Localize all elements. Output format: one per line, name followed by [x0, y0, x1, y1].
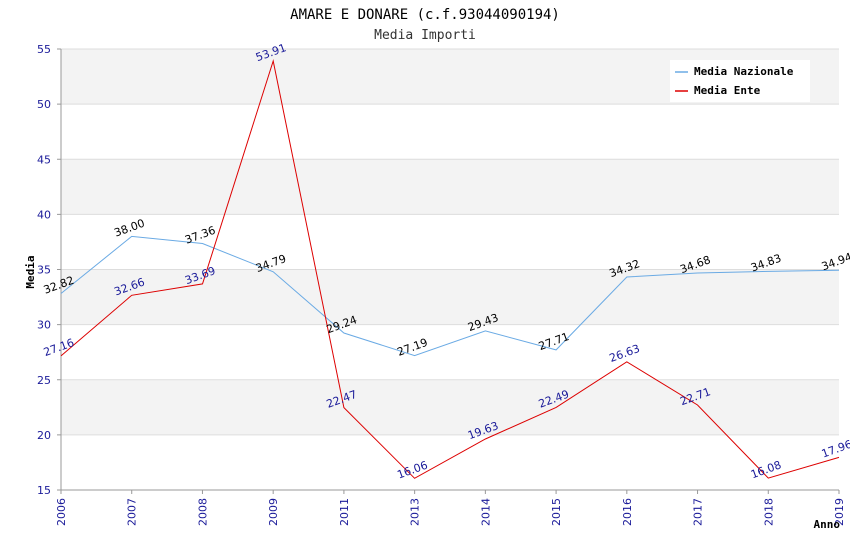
- y-tick-label: 20: [37, 429, 51, 442]
- legend: Media Nazionale Media Ente: [670, 60, 810, 102]
- chart-title: AMARE E DONARE (c.f.93044090194): [290, 7, 560, 23]
- grid-band: [61, 379, 839, 435]
- grid-band: [61, 159, 839, 215]
- series-line-media-ente: [60, 59, 840, 479]
- grid-band: [61, 214, 839, 270]
- y-tick-label: 40: [37, 208, 51, 221]
- legend-label-media-nazionale: Media Nazionale: [694, 65, 794, 78]
- legend-box: [670, 60, 810, 102]
- grid-band: [61, 269, 839, 325]
- y-tick-label: 45: [37, 153, 51, 166]
- x-tick-label: 2007: [126, 498, 139, 526]
- y-tick-label: 25: [37, 374, 51, 387]
- x-tick-label: 2013: [409, 498, 422, 526]
- x-tick-label: 2019: [833, 498, 846, 526]
- y-tick-label: 30: [37, 319, 51, 332]
- x-axis-title: Anno: [814, 518, 841, 531]
- y-tick-label: 15: [37, 484, 51, 497]
- y-axis-title: Media: [24, 255, 37, 288]
- grid-band: [61, 104, 839, 160]
- x-tick-label: 2018: [762, 498, 775, 526]
- x-tick-label: 2017: [692, 498, 705, 526]
- y-tick-label: 50: [37, 98, 51, 111]
- y-tick-label: 55: [37, 43, 51, 56]
- series-line-media-nazionale: [60, 235, 840, 357]
- x-tick-label: 2009: [267, 498, 280, 526]
- grid-band: [61, 324, 839, 380]
- y-tick-label: 35: [37, 264, 51, 277]
- chart-subtitle: Media Importi: [374, 28, 476, 43]
- x-tick-label: 2015: [550, 498, 563, 526]
- x-tick-label: 2008: [196, 498, 209, 526]
- x-axis-ticks: 2006 2007 2008 2009 2011 2013 2014 2015 2016 2017…: [55, 490, 846, 526]
- x-tick-label: 2011: [338, 498, 351, 526]
- x-tick-label: 2006: [55, 498, 68, 526]
- series-layer: [60, 59, 840, 479]
- x-tick-label: 2016: [621, 498, 634, 526]
- x-tick-label: 2014: [479, 498, 492, 526]
- legend-label-media-ente: Media Ente: [694, 84, 761, 97]
- grid-band: [61, 434, 839, 490]
- y-axis-ticks: 15 20 25 30 35 40 45 50 55: [37, 43, 61, 497]
